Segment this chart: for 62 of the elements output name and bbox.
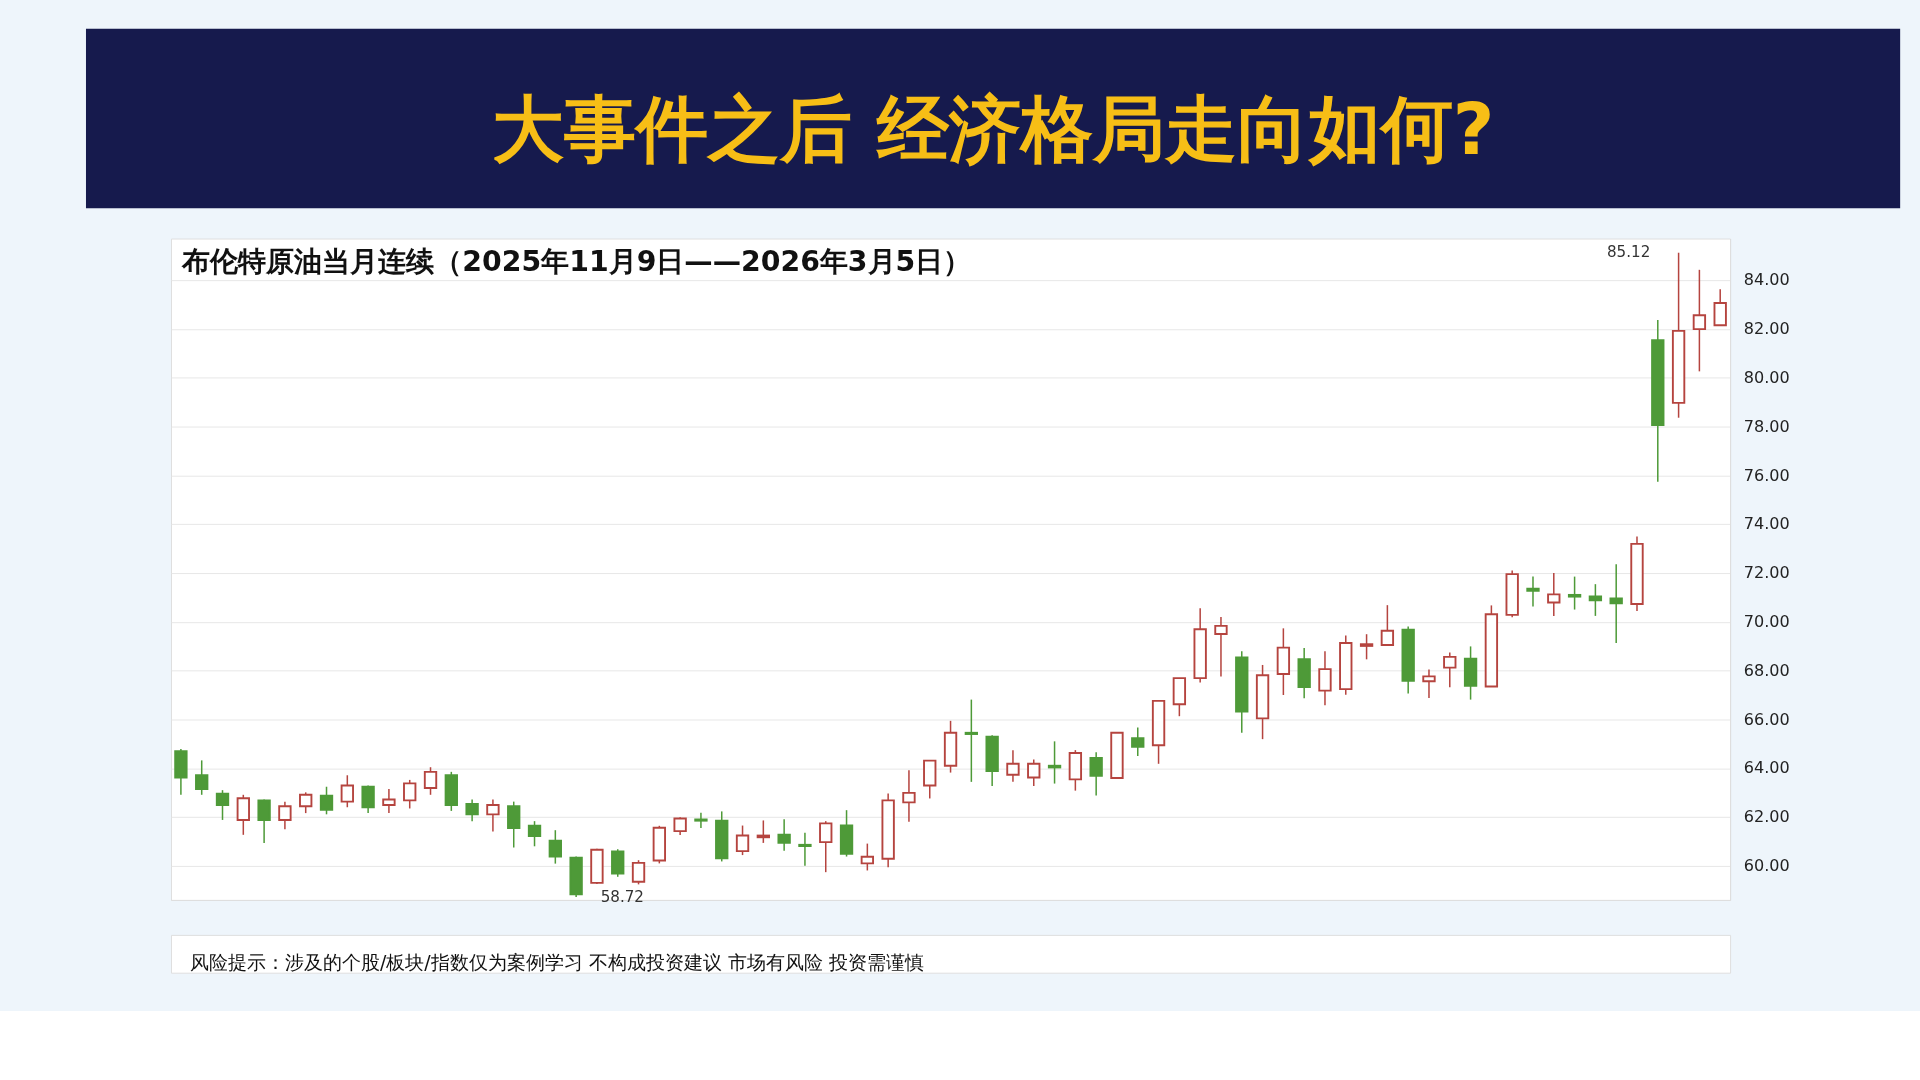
- candlestick: [465, 798, 479, 822]
- candlestick: [319, 785, 334, 816]
- candlestick: [860, 842, 875, 872]
- candlestick: [299, 791, 313, 814]
- y-tick-label: 72.00: [1743, 563, 1790, 583]
- candlestick: [361, 784, 375, 814]
- candlestick: [964, 698, 979, 783]
- y-tick-label: 66.00: [1743, 709, 1790, 729]
- candlestick: [1713, 288, 1727, 327]
- candlestick: [1588, 583, 1603, 617]
- y-tick-label: 84.00: [1743, 270, 1790, 290]
- y-tick-label: 62.00: [1743, 807, 1790, 827]
- candlestick: [1443, 651, 1457, 688]
- candlestick: [819, 820, 833, 873]
- candlestick: [527, 820, 542, 848]
- candlestick: [1214, 616, 1228, 678]
- annotation: 58.72: [600, 887, 644, 906]
- candlestick: [902, 769, 916, 823]
- candlestick: [215, 789, 230, 821]
- candlestick: [423, 766, 438, 796]
- y-tick-label: 82.00: [1743, 319, 1790, 339]
- candlestick: [1006, 749, 1020, 783]
- y-tick-label: 74.00: [1743, 514, 1790, 534]
- candlestick: [1318, 650, 1332, 706]
- y-tick-label: 60.00: [1743, 856, 1790, 876]
- candlestick: [486, 798, 500, 833]
- candlestick: [694, 812, 708, 829]
- candlestick: [1089, 751, 1103, 797]
- y-tick-label: 64.00: [1743, 758, 1790, 778]
- candlestick: [1547, 572, 1561, 617]
- y-tick-label: 70.00: [1743, 611, 1790, 631]
- candlestick: [798, 832, 812, 867]
- candlestick: [507, 800, 521, 849]
- candlestick: [1692, 269, 1707, 373]
- candlestick: [735, 824, 750, 856]
- candlestick: [631, 859, 646, 886]
- candlestick: [1131, 726, 1145, 757]
- candlestick: [1526, 575, 1540, 608]
- candlestick: [611, 848, 625, 878]
- y-tick-label: 78.00: [1743, 416, 1790, 436]
- y-tick-label: 80.00: [1743, 367, 1790, 387]
- candlestick: [1380, 604, 1395, 647]
- y-tick-label: 76.00: [1743, 465, 1790, 485]
- text: 风险提示：涉及的个股/板块/指数仅为案例学习 不构成投资建议 市场有风险 投资需谨慎: [189, 950, 924, 973]
- annotation: 85.12: [1606, 243, 1651, 262]
- candlestick: [1359, 633, 1374, 661]
- chart-title: 大事件之后 经济格局走向如何?: [491, 87, 1495, 172]
- candlestick: [403, 779, 417, 810]
- candlestick: [1567, 575, 1582, 611]
- candlestick: [548, 829, 562, 865]
- candlestick: [777, 818, 791, 852]
- candlestick: [257, 798, 271, 844]
- candlestick: [278, 800, 292, 830]
- candlestick: [340, 774, 354, 808]
- candlestick: [1422, 668, 1436, 699]
- candlestick: [195, 759, 209, 796]
- candlestick: [1027, 758, 1041, 787]
- candlestick: [236, 794, 250, 836]
- y-tick-label: 68.00: [1743, 660, 1790, 680]
- candlestick: [382, 788, 396, 814]
- chart-subtitle: 布伦特原油当月连续（2025年11月9日——2026年3月5日）: [181, 244, 972, 278]
- candlestick: [1609, 563, 1623, 644]
